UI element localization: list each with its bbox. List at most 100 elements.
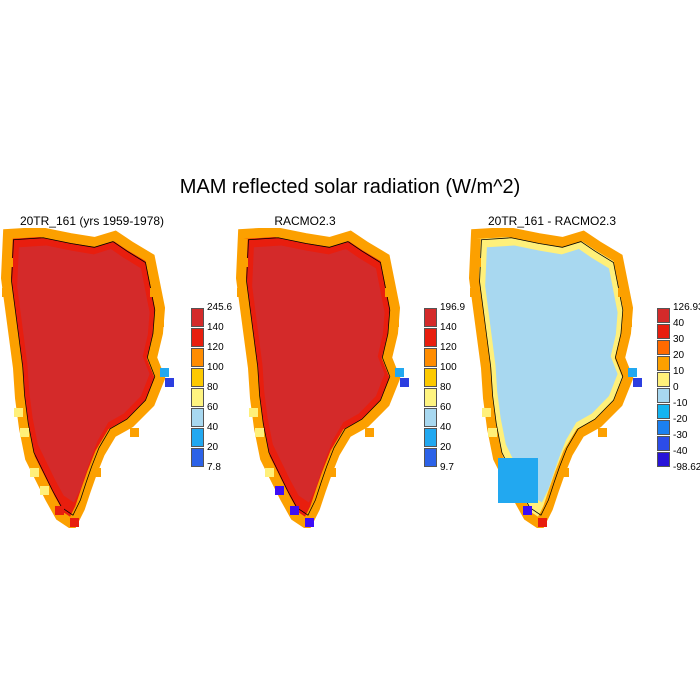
grid-cell xyxy=(20,428,29,437)
grid-cell xyxy=(623,318,632,327)
grid-cell xyxy=(385,288,394,297)
colorbar-label: 20 xyxy=(440,442,452,453)
grid-cell xyxy=(2,288,11,297)
grid-cell xyxy=(488,428,497,437)
colorbar-swatch xyxy=(657,324,670,339)
colorbar-swatch xyxy=(424,308,437,327)
colorbar-label: 100 xyxy=(207,362,224,373)
grid-cell xyxy=(160,368,169,377)
colorbar-label: 100 xyxy=(440,362,457,373)
panel-3-title: 20TR_161 - RACMO2.3 xyxy=(487,214,617,228)
colorbar-label: 10 xyxy=(673,366,685,377)
grid-cell xyxy=(523,506,532,515)
grid-cell xyxy=(239,258,248,267)
grid-cell xyxy=(275,486,284,495)
coastline xyxy=(246,237,391,516)
colorbar-label: 60 xyxy=(207,402,219,413)
grid-cell xyxy=(265,468,274,477)
colorbar-swatch xyxy=(657,452,670,467)
grid-cell xyxy=(55,506,64,515)
colorbar-label: 40 xyxy=(207,422,219,433)
grid-cell xyxy=(155,318,164,327)
colorbar-swatch xyxy=(424,328,437,347)
grid-cell xyxy=(365,428,374,437)
ice-sheet-interior xyxy=(17,245,150,503)
grid-cell xyxy=(598,428,607,437)
colorbar-label: 196.9 xyxy=(440,302,466,313)
grid-cell xyxy=(70,518,79,527)
colorbar-swatch xyxy=(657,308,670,323)
colorbar-label: 120 xyxy=(440,342,457,353)
ice-sheet-interior xyxy=(485,245,618,503)
colorbar-label: 245.6 xyxy=(207,302,233,313)
colorbar-swatch xyxy=(657,388,670,403)
colorbar-swatch xyxy=(191,308,204,327)
grid-cell xyxy=(305,518,314,527)
grid-cell xyxy=(628,368,637,377)
colorbar-swatch xyxy=(657,356,670,371)
grid-cell xyxy=(470,288,479,297)
colorbar-label: 80 xyxy=(207,382,219,393)
colorbar-label: 7.8 xyxy=(207,462,221,473)
grid-cell xyxy=(30,468,39,477)
grid-cell xyxy=(4,258,13,267)
grid-cell xyxy=(395,368,404,377)
grid-cell xyxy=(633,378,642,387)
colorbar-swatch xyxy=(657,372,670,387)
colorbar-label: 20 xyxy=(673,350,685,361)
colorbar-label: 126.93 xyxy=(673,302,700,313)
grid-cell xyxy=(130,428,139,437)
grid-cell xyxy=(290,506,299,515)
grid-cell xyxy=(165,378,174,387)
colorbar-label: 9.7 xyxy=(440,462,454,473)
colorbar-label: -40 xyxy=(673,446,688,457)
colorbar-swatch xyxy=(191,328,204,347)
colorbar-label: -20 xyxy=(673,414,688,425)
grid-cell xyxy=(498,458,538,503)
colorbar-swatch xyxy=(657,436,670,451)
colorbar-label: 0 xyxy=(673,382,679,393)
colorbar-swatch xyxy=(424,388,437,407)
grid-cell xyxy=(618,288,627,297)
grid-cell xyxy=(327,468,336,477)
colorbar-label: 140 xyxy=(207,322,224,333)
colorbar-swatch xyxy=(191,448,204,467)
grid-cell xyxy=(40,486,49,495)
colorbar-swatch xyxy=(657,404,670,419)
colorbar-label: 60 xyxy=(440,402,452,413)
coastline xyxy=(11,237,156,516)
colorbar-label: -98.62 xyxy=(673,462,700,473)
colorbar-swatch xyxy=(424,448,437,467)
colorbar-swatch xyxy=(424,428,437,447)
grid-cell xyxy=(538,518,547,527)
ice-sheet-interior xyxy=(252,245,385,503)
coastline xyxy=(479,237,624,516)
colorbar-swatch xyxy=(191,428,204,447)
panel-1-title: 20TR_161 (yrs 1959-1978) xyxy=(19,214,165,228)
colorbar-swatch xyxy=(424,408,437,427)
colorbar-swatch xyxy=(657,420,670,435)
grid-cell xyxy=(237,288,246,297)
colorbar-swatch xyxy=(191,388,204,407)
panel-1-map xyxy=(0,228,174,528)
grid-cell xyxy=(472,258,481,267)
grid-cell xyxy=(255,428,264,437)
grid-cell xyxy=(249,408,258,417)
colorbar-swatch xyxy=(191,348,204,367)
grid-cell xyxy=(92,468,101,477)
grid-cell xyxy=(400,378,409,387)
colorbar-label: 140 xyxy=(440,322,457,333)
colorbar-swatch xyxy=(657,340,670,355)
panel-2-title: RACMO2.3 xyxy=(274,214,336,228)
colorbar-label: -10 xyxy=(673,398,688,409)
colorbar-swatch xyxy=(424,348,437,367)
colorbar-label: 40 xyxy=(673,318,685,329)
panel-3-map xyxy=(468,228,642,528)
figure-title: MAM reflected solar radiation (W/m^2) xyxy=(179,176,521,198)
panel-2-map xyxy=(235,228,409,528)
colorbar-swatch xyxy=(424,368,437,387)
grid-cell xyxy=(14,408,23,417)
colorbar-label: 20 xyxy=(207,442,219,453)
grid-cell xyxy=(560,468,569,477)
grid-cell xyxy=(482,408,491,417)
